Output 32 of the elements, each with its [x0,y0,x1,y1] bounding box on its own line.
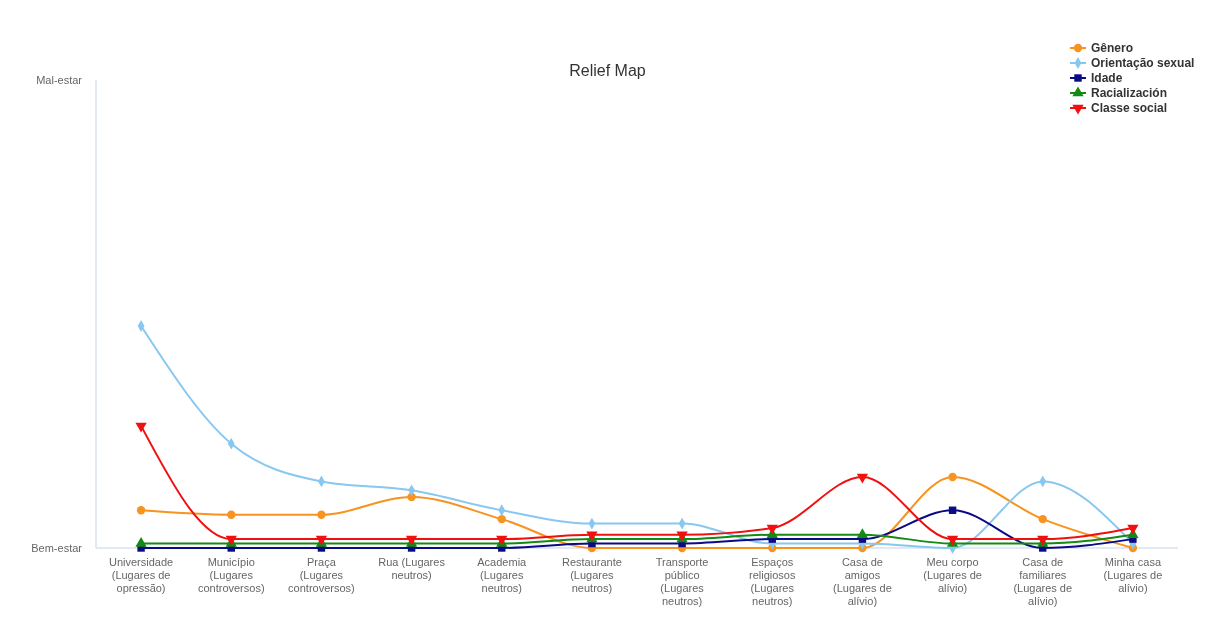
x-tick-label: Município (Lugares controversos) [197,556,265,594]
legend-label: Idade [1091,71,1123,85]
legend-label: Classe social [1091,101,1168,115]
x-tick-label: Praça (Lugares controversos) [288,556,355,594]
text: Bem-estar [31,542,83,554]
point [856,473,869,484]
x-tick-label: Meu corpo (Lugares de alívio) [923,556,982,594]
x-tick-label: Rua (Lugares neutros) [378,556,446,581]
point [136,506,146,515]
x-tick-label: Espaços religiosos (Lugares neutros) [749,556,796,607]
point [135,537,147,547]
x-tick-label: Casa de amigos (Lugares de alívio) [833,556,892,607]
text: Mal-estar [36,74,83,86]
x-tick-label: Casa de familiares (Lugares de alívio) [1013,556,1073,607]
point [227,510,236,519]
x-tick-label: Universidade (Lugares de opressão) [108,556,174,594]
point [948,472,957,482]
x-tick-label: Minha casa (Lugares de alívio) [1103,556,1163,594]
chart-title: Relief Map [569,62,646,79]
legend-label: Orientação sexual [1091,56,1195,70]
x-tick-label: Academia (Lugares neutros) [477,556,528,594]
point [317,510,326,519]
legend-label: Racialización [1091,86,1168,100]
legend-label: Gênero [1091,41,1134,55]
point [135,422,147,433]
point [1127,524,1139,535]
point [497,514,506,524]
x-tick-label: Restaurante (Lugares neutros) [561,556,622,594]
point [856,528,869,538]
point [1038,514,1047,524]
point [766,524,778,535]
x-tick-label: Transporte público (Lugares neutros) [655,556,709,607]
